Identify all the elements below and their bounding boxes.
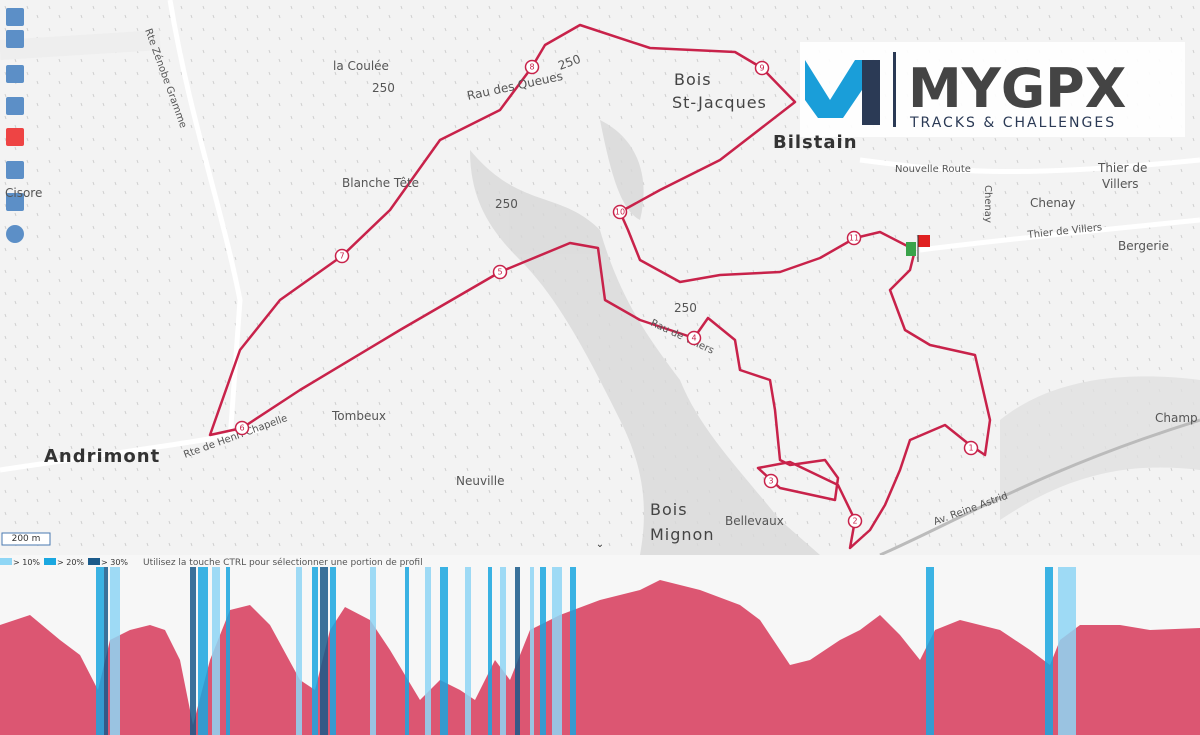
waypoint-label: 10 [615,208,625,217]
waypoint-label: 1 [968,444,973,453]
slope-bar [405,567,409,735]
waypoint-label: 7 [339,252,344,261]
slope-bar [440,567,448,735]
scale-bar: 200 m [1,532,51,546]
map-label: la Coulée [333,59,389,73]
slope-bar [212,567,220,735]
waypoint-label: 11 [849,234,859,243]
logo-name: MYGPX [908,57,1126,120]
slope-bar [530,567,534,735]
waypoint-marker [754,60,770,76]
map-label: Champ [1155,411,1198,425]
slope-bar [425,567,431,735]
slope-bar [515,567,520,735]
waypoint-label: 4 [691,334,696,343]
map-label: Blanche Tête [342,176,419,190]
center[interactable] [6,193,24,211]
waypoint-label: 8 [529,63,534,72]
map-label: Tombeux [331,409,386,423]
profile-toggle[interactable] [6,225,24,243]
map-label: Andrimont [44,446,160,467]
waypoint-marker [846,230,862,246]
legend-label: > 10% [13,558,40,567]
waypoint-marker [334,248,350,264]
help[interactable] [6,161,24,179]
route [208,23,992,550]
map-label: Bellevaux [725,514,784,528]
map-label: Bergerie [1118,239,1169,253]
map-label: Cisore [5,186,42,200]
map-label: Mignon [650,525,714,544]
map-label: Bilstain [773,132,858,153]
profile-hint: Utilisez la touche CTRL pour sélectionne… [143,557,423,568]
slope-bar [226,567,230,735]
layers[interactable] [6,97,24,115]
slope-bar [320,567,328,735]
waypoint-label: 9 [759,64,764,73]
slope-bar [570,567,576,735]
slope-bar [312,567,318,735]
slope-bar [465,567,471,735]
legend-label: > 30% [101,558,128,567]
waypoint-label: 3 [768,477,773,486]
waypoint-marker [686,330,702,346]
map-label: Chenay [982,185,993,223]
zoom-in[interactable] [6,8,24,26]
toolbar [6,8,24,243]
map-label: 250 [372,81,395,95]
slope-bar [198,567,208,735]
slope-bar [1045,567,1053,735]
colors[interactable] [6,128,24,146]
slope-bar [190,567,196,735]
slope-bars [96,567,1076,735]
slope-bar [104,567,108,735]
logo: MYGPX TRACKS & CHALLENGES [800,42,1185,137]
map-label: Villers [1102,177,1139,191]
map-label: Thier de [1097,161,1147,175]
roads [0,30,1200,557]
waypoint-marker [612,204,628,220]
slope-bar [552,567,562,735]
map-label: 250 [674,301,697,315]
map-label: St-Jacques [672,93,767,112]
slope-bar [370,567,376,735]
slope-bar [296,567,302,735]
waypoint-marker [234,420,250,436]
slope-bar [1058,567,1076,735]
waypoint-marker [492,264,508,280]
map-label: Chenay [1030,196,1075,210]
scale-label: 200 m [12,534,41,544]
map-label: Nouvelle Route [895,164,971,175]
waypoint-marker [524,59,540,75]
slope-bar [540,567,546,735]
waypoint-label: 6 [239,424,244,433]
map-label: 250 [495,197,518,211]
slope-bar [110,567,120,735]
waypoint-marker [763,473,779,489]
collapse-toggle[interactable]: ⌄ [596,539,604,550]
waypoint-label: 2 [852,517,857,526]
zoom-out[interactable] [6,30,24,48]
slope-bar [330,567,336,735]
terrain [470,120,1200,555]
map-label: Bois [650,500,688,519]
logo-tagline: TRACKS & CHALLENGES [909,115,1116,131]
search[interactable] [6,65,24,83]
legend-label: > 20% [57,558,84,567]
slope-bar [96,567,104,735]
start-finish [906,235,930,262]
map-label: Neuville [456,474,504,488]
slope-bar [488,567,492,735]
waypoint-marker [847,513,863,529]
map-label: Bois [674,70,712,89]
slope-bar [926,567,934,735]
profile-legend [0,558,100,565]
slope-bar [500,567,506,735]
waypoint-label: 5 [497,268,502,277]
waypoint-marker [963,440,979,456]
